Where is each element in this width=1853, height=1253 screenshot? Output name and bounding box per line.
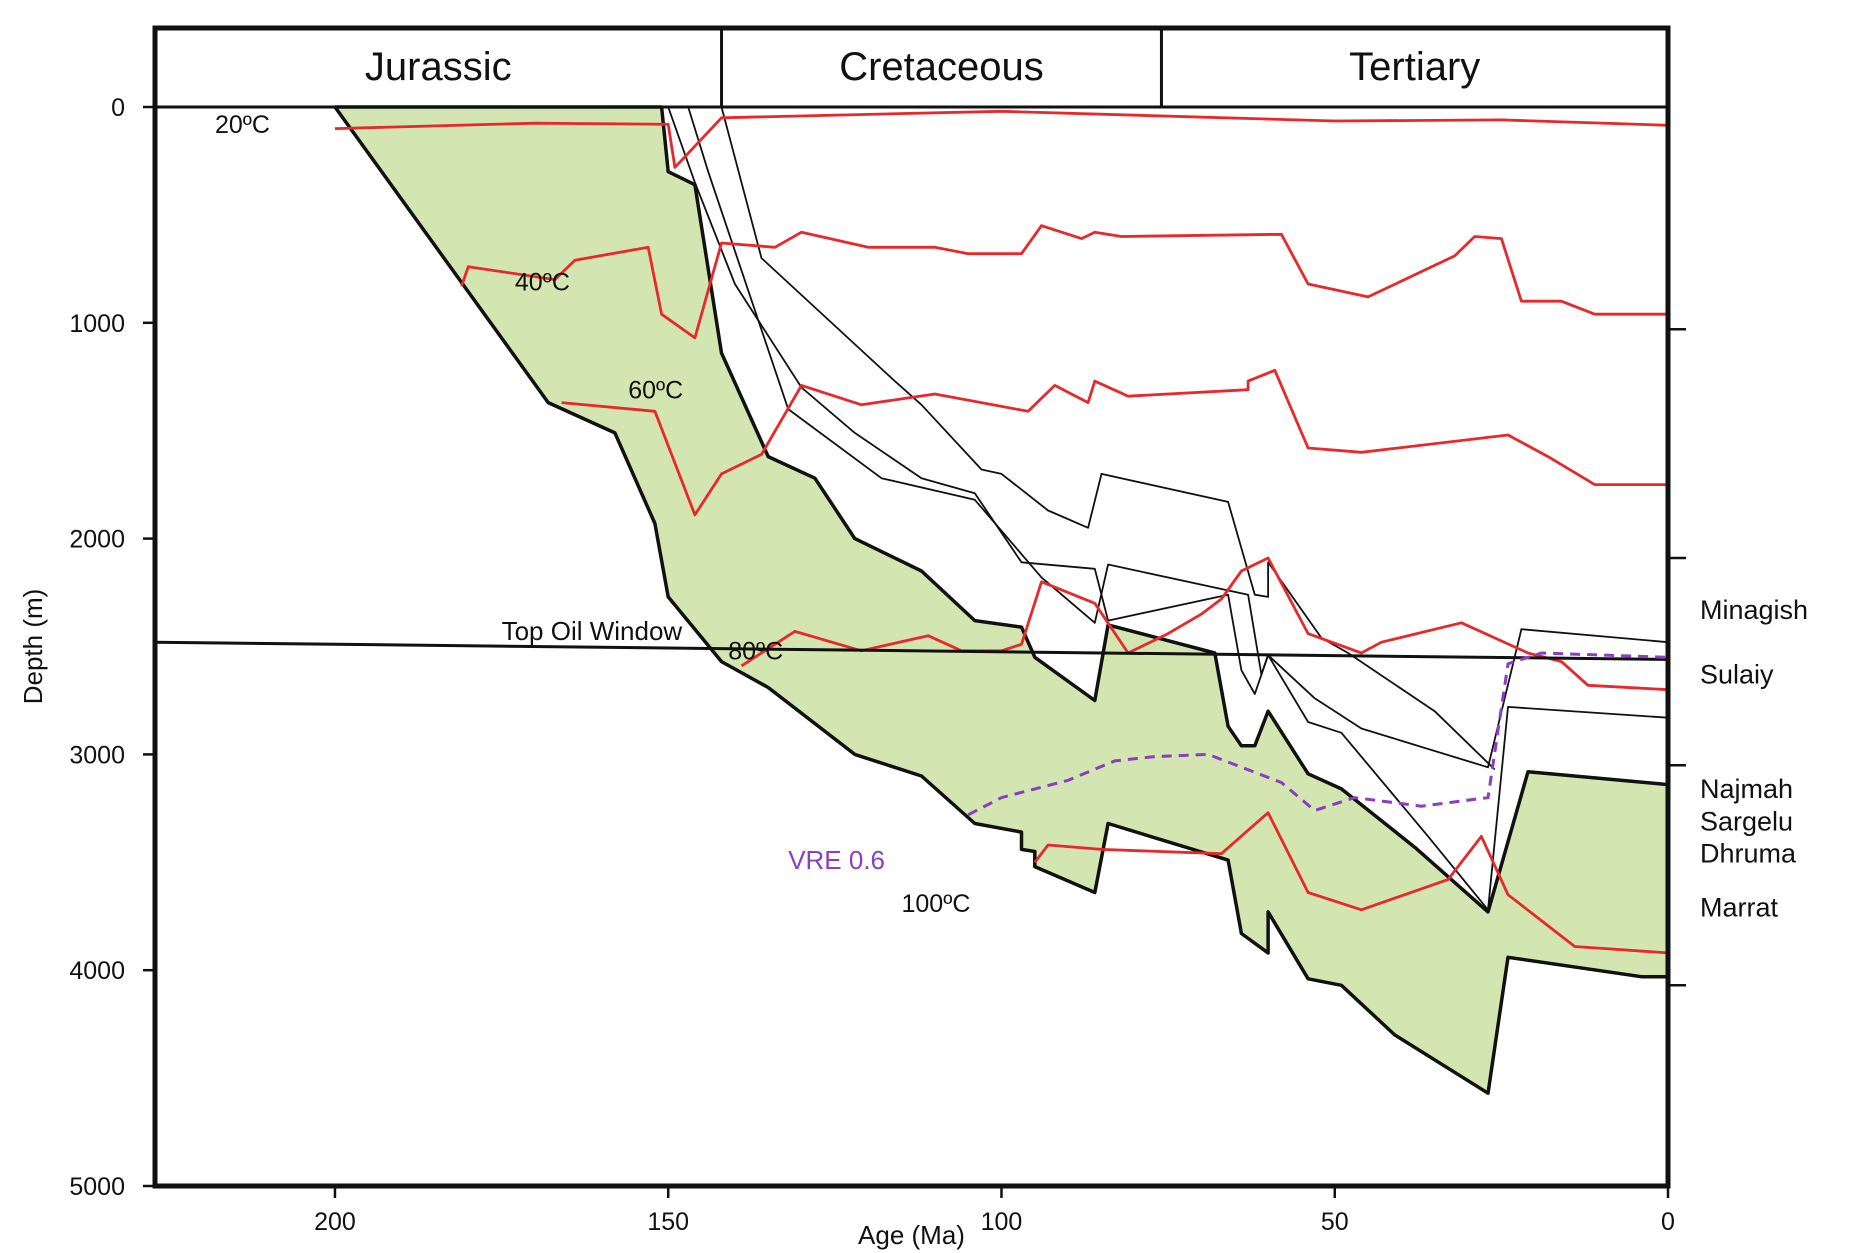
y-tick-label-5000: 5000 — [69, 1173, 125, 1201]
burial-curve-lower — [333, 105, 1668, 1095]
plot-frame — [152, 25, 1671, 1189]
burial-curve-1 — [667, 106, 1669, 911]
isotherm-line-5 — [1033, 811, 1669, 955]
x-tick-label-200: 200 — [314, 1208, 356, 1236]
x-tick-label-100: 100 — [981, 1208, 1023, 1236]
period-label-cretaceous: Cretaceous — [839, 45, 1044, 89]
x-axis-title: Age (Ma) — [858, 1220, 965, 1250]
formation-label-marrat: Marrat — [1700, 893, 1779, 923]
isotherm-line-2 — [460, 224, 1668, 340]
isotherm-label-3: 60ºC — [628, 376, 683, 404]
burial-curve-upper — [335, 105, 1669, 914]
x-tick-label-50: 50 — [1321, 1208, 1349, 1236]
vre-label: VRE 0.6 — [788, 845, 885, 875]
y-tick-label-1000: 1000 — [69, 310, 125, 338]
y-tick-label-2000: 2000 — [69, 526, 125, 554]
text-layer: Age (Ma) Depth (m) Top Oil Window 20ºC 40º… — [18, 45, 1808, 1250]
isotherm-label-2: 40ºC — [515, 268, 570, 296]
green-band-area — [335, 107, 1668, 1094]
isotherm-label-1: 20ºC — [215, 111, 270, 139]
y-tick-label-0: 0 — [111, 94, 125, 122]
x-tick-label-150: 150 — [647, 1208, 689, 1236]
isotherm-layer — [334, 109, 1669, 955]
y-tick-label-4000: 4000 — [69, 957, 125, 985]
x-tick-label-0: 0 — [1661, 1208, 1675, 1236]
formation-label-sargelu: Sargelu — [1700, 806, 1793, 836]
fill-layer — [335, 107, 1668, 1094]
period-label-tertiary: Tertiary — [1349, 45, 1480, 89]
isotherm-line-3 — [561, 368, 1668, 517]
burial-curve-2 — [687, 106, 1669, 769]
formation-label-najmah: Najmah — [1700, 774, 1793, 804]
isotherm-label-5: 100ºC — [902, 890, 971, 918]
isotherm-line-4 — [740, 556, 1669, 692]
formation-label-minagish: Minagish — [1700, 595, 1808, 625]
isotherm-line-1 — [334, 109, 1669, 169]
isotherm-label-4: 80ºC — [728, 637, 783, 665]
y-axis-title: Depth (m) — [18, 589, 48, 705]
top-oil-window-line — [154, 640, 1669, 661]
reference-layer — [154, 640, 1669, 817]
y-tick-label-3000: 3000 — [69, 741, 125, 769]
frame-layer — [143, 25, 1686, 1198]
formation-label-sulaiy: Sulaiy — [1700, 660, 1774, 690]
period-label-jurassic: Jurassic — [365, 45, 512, 89]
formation-label-dhruma: Dhruma — [1700, 839, 1797, 869]
top-oil-window-label: Top Oil Window — [502, 616, 683, 646]
